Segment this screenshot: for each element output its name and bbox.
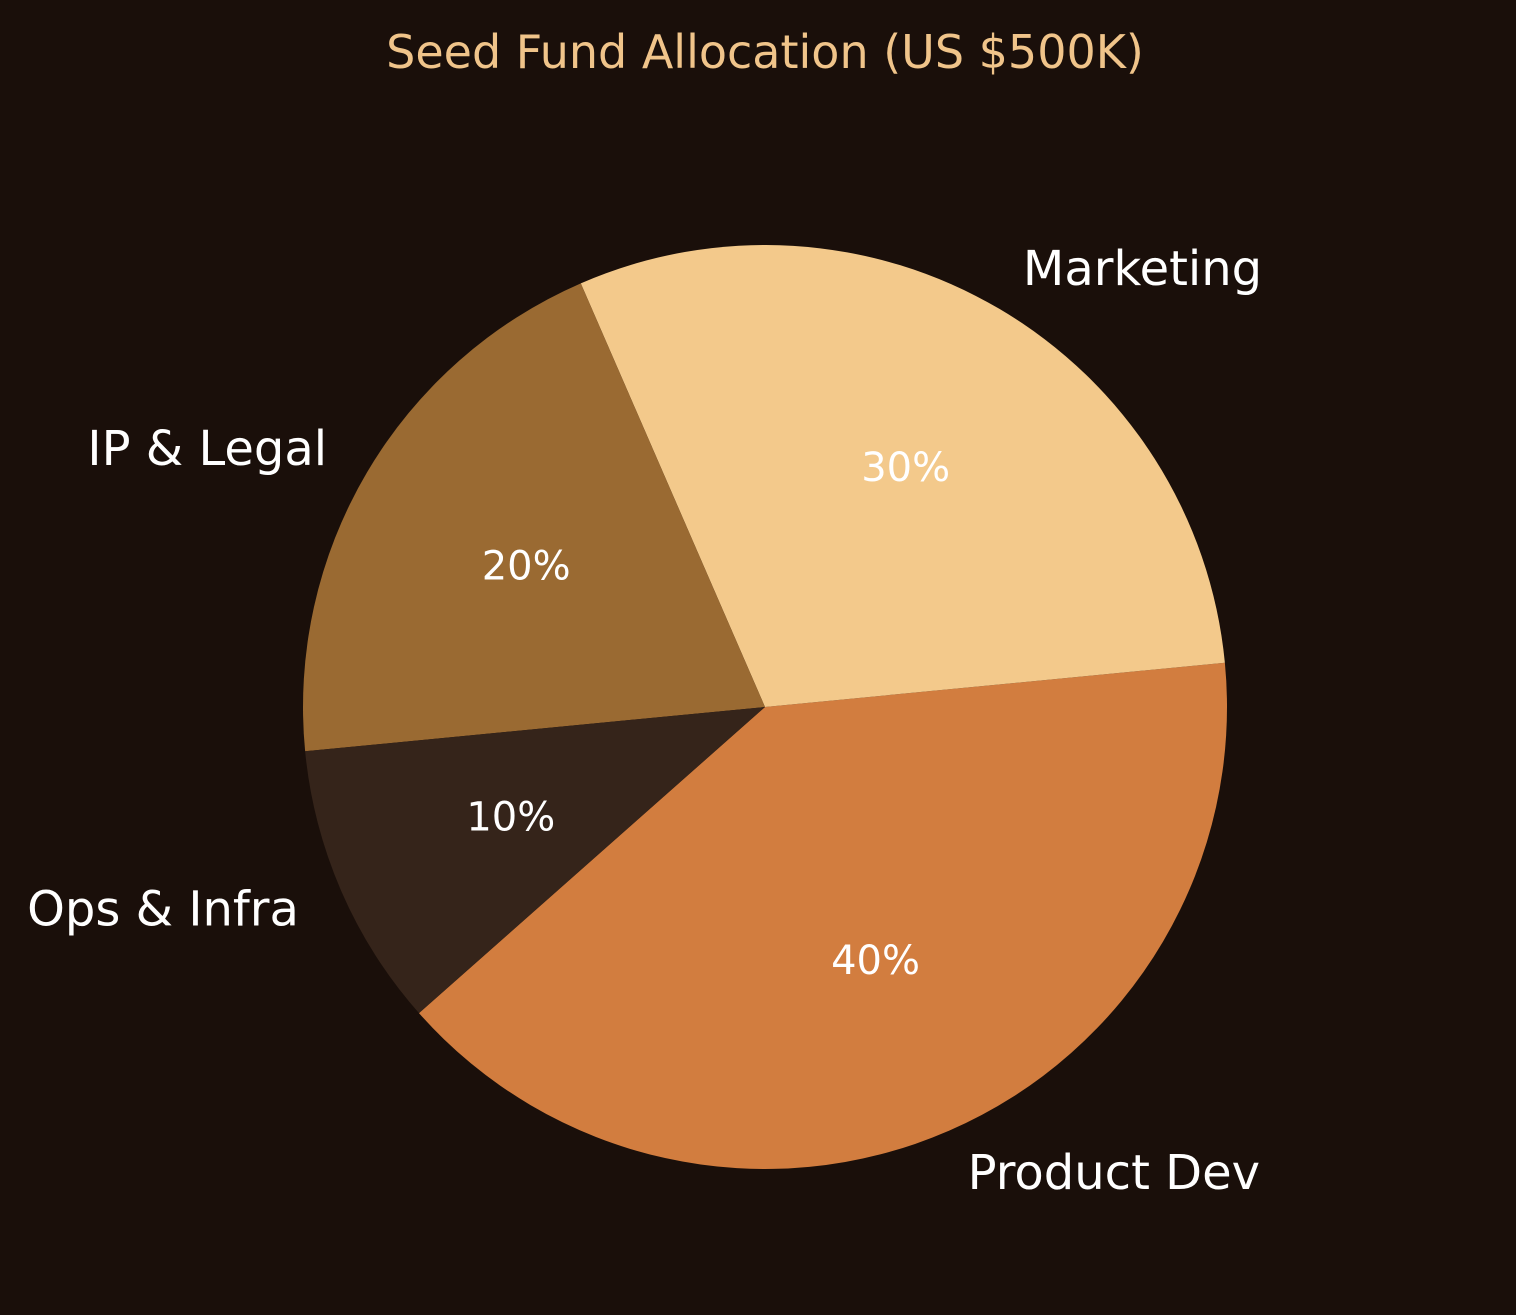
slice-percent-label: 40% [831, 938, 920, 984]
pie-slice-ops-infra [305, 707, 765, 1014]
slice-category-label: Marketing [1023, 241, 1262, 297]
chart-title: Seed Fund Allocation (US $500K) [386, 25, 1144, 79]
slice-percent-label: 10% [466, 795, 555, 841]
pie-labels: 40% Product Dev 30% Marketing 20% IP & Legal 1… [27, 241, 1262, 1201]
pie-slice-ip-legal [302, 283, 765, 752]
pie-slices [302, 244, 1228, 1170]
slice-percent-label: 30% [861, 445, 950, 491]
slice-category-label: IP & Legal [87, 421, 327, 477]
pie-slice-product-dev [418, 662, 1228, 1170]
slice-category-label: Ops & Infra [27, 882, 299, 938]
slice-percent-label: 20% [482, 543, 571, 589]
pie-slice-marketing [580, 244, 1225, 707]
slice-category-label: Product Dev [968, 1145, 1260, 1201]
